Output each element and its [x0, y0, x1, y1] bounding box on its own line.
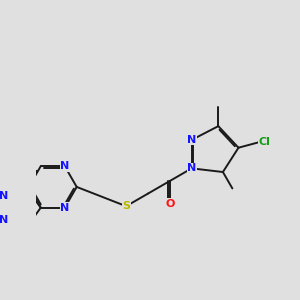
Text: N: N	[60, 203, 69, 213]
Text: S: S	[122, 201, 130, 211]
Text: N: N	[187, 135, 196, 145]
Text: N: N	[60, 161, 69, 171]
Text: N: N	[187, 164, 196, 173]
Text: Cl: Cl	[259, 137, 271, 147]
Text: N: N	[0, 215, 8, 225]
Text: N: N	[0, 191, 8, 201]
Text: O: O	[165, 199, 175, 209]
